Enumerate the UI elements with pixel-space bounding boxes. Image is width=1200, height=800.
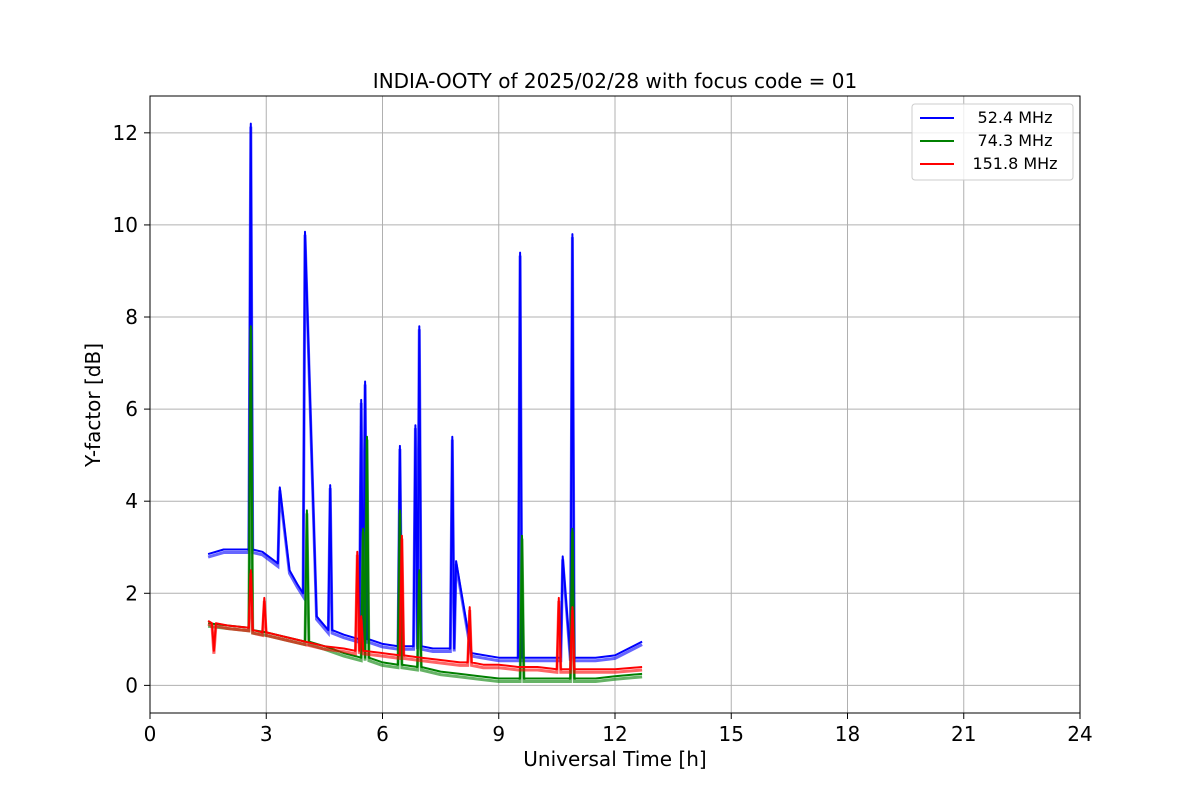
legend-label-0: 52.4 MHz [978,108,1053,127]
x-tick-label: 24 [1067,722,1092,746]
series-band-0 [207,126,643,663]
x-tick-label: 0 [144,722,157,746]
legend-label-2: 151.8 MHz [972,154,1057,173]
x-tick-label: 9 [492,722,505,746]
x-tick-label: 6 [376,722,389,746]
y-tick-label: 6 [125,397,138,421]
legend-box [911,103,1074,181]
y-tick-label: 12 [113,121,138,145]
y-axis-label: Y-factor [dB] [81,343,105,468]
y-tick-label: 4 [125,489,138,513]
series-band-2 [207,538,643,674]
x-tick-label: 12 [602,722,627,746]
y-tick-label: 8 [125,305,138,329]
legend-label-1: 74.3 MHz [978,131,1053,150]
legend: 52.4 MHz 74.3 MHz 151.8 MHz [911,103,1074,181]
chart-title: INDIA-OOTY of 2025/02/28 with focus code… [373,69,857,93]
y-tick-label: 2 [125,581,138,605]
x-tick-label: 18 [835,722,860,746]
series-layer [207,122,643,683]
x-tick-label: 15 [719,722,744,746]
x-axis-label: Universal Time [h] [523,747,706,771]
y-tick-label: 0 [125,673,138,697]
x-tick-label: 21 [951,722,976,746]
x-tick-label: 3 [260,722,273,746]
y-tick-label: 10 [113,213,138,237]
